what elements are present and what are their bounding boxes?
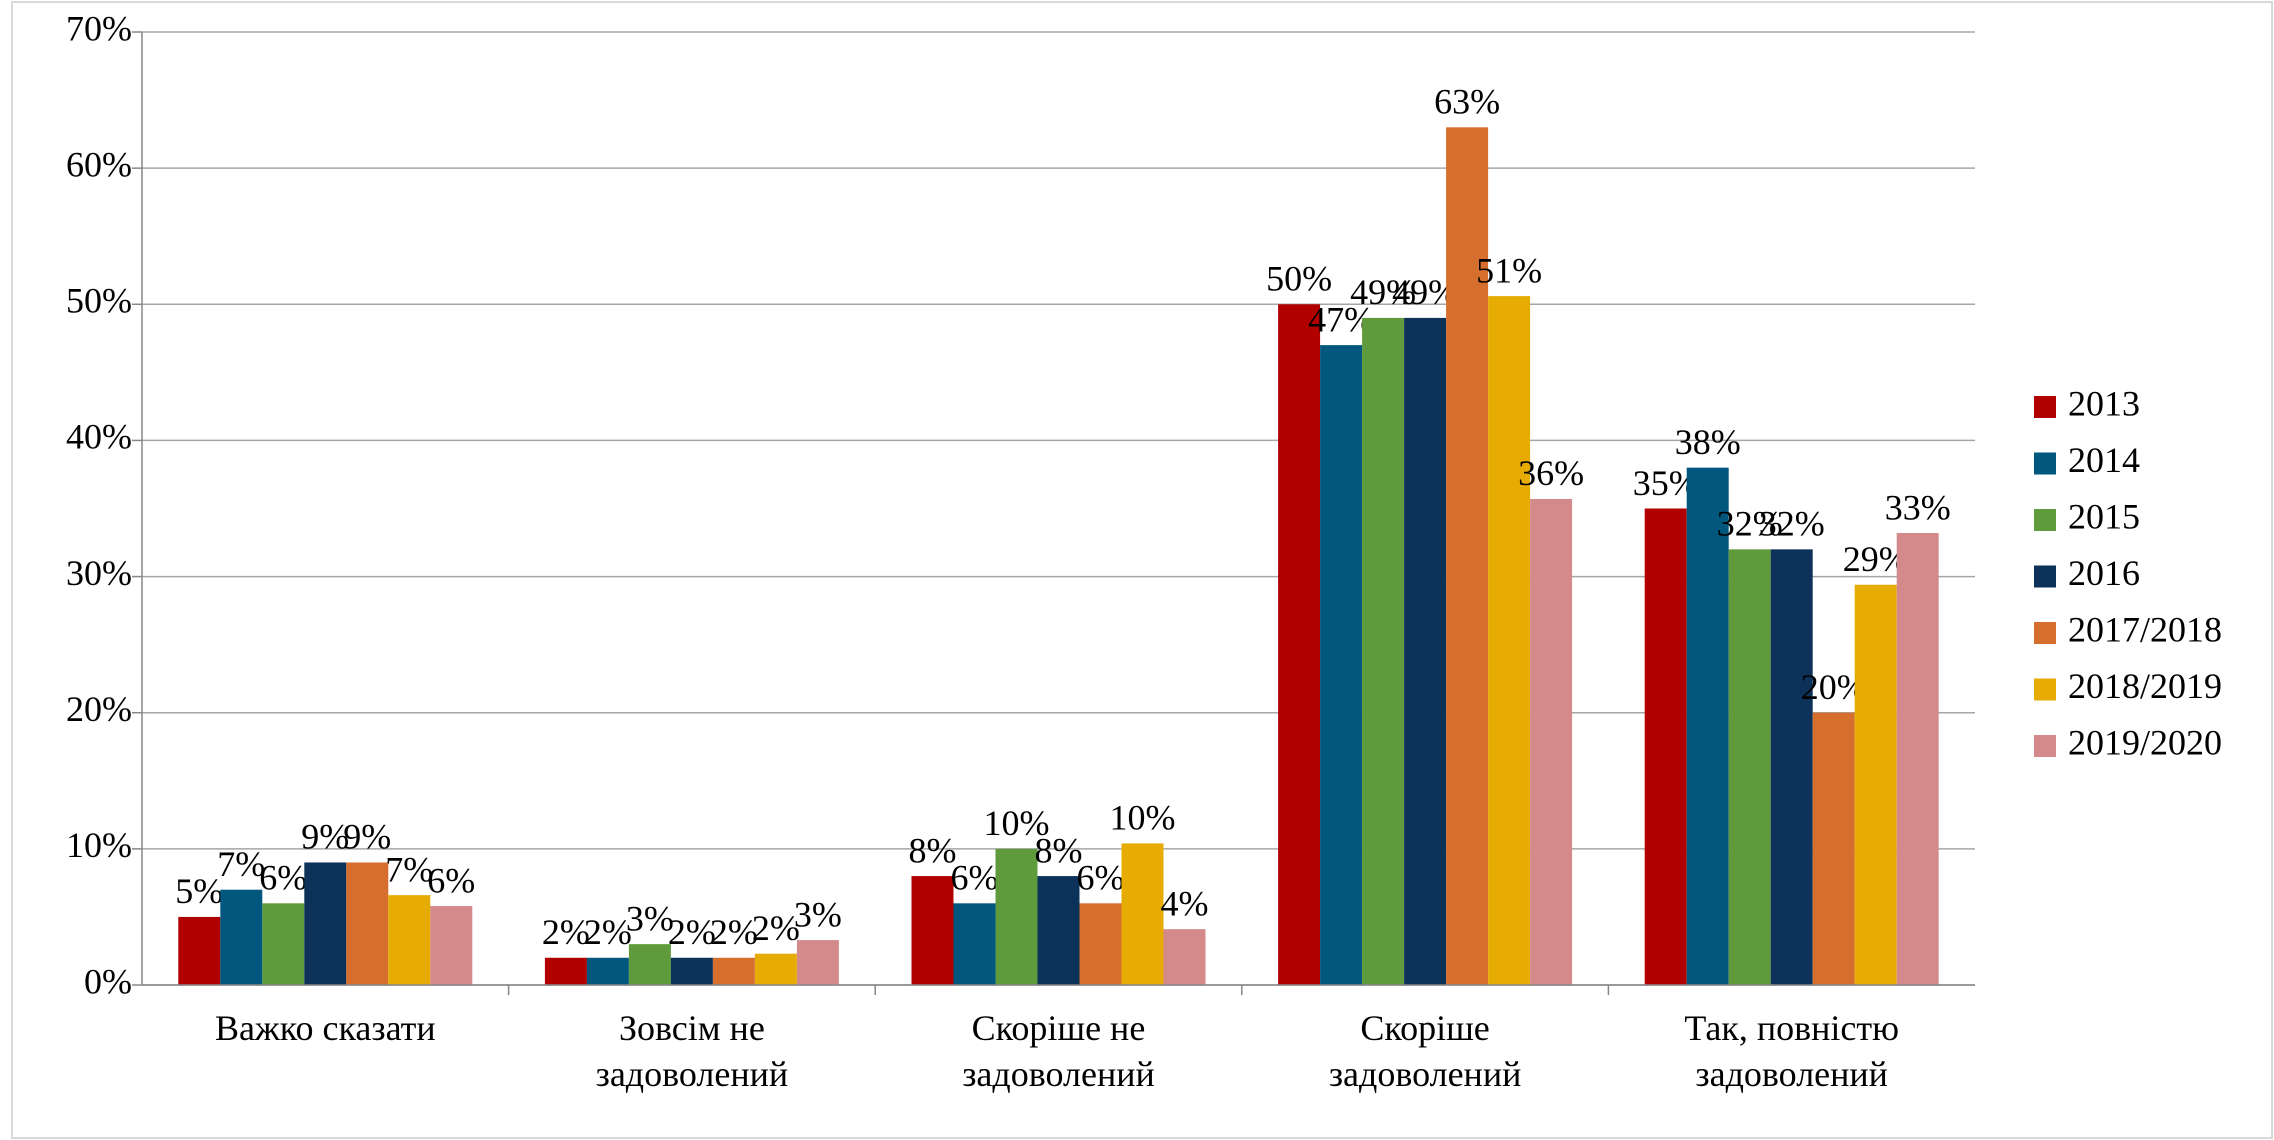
bar	[1404, 317, 1447, 985]
bar	[304, 862, 347, 985]
legend-swatch	[2034, 396, 2056, 418]
data-label: 2%	[668, 912, 716, 952]
data-label: 33%	[1885, 487, 1951, 527]
legend-swatch	[2034, 678, 2056, 701]
data-label: 6%	[259, 858, 307, 898]
bar	[712, 957, 755, 985]
data-label: 4%	[1161, 883, 1209, 923]
y-tick-label: 60%	[66, 144, 132, 184]
bar	[1812, 712, 1855, 985]
legend-swatch	[2034, 509, 2056, 531]
legend-swatch	[2034, 565, 2056, 588]
data-label: 36%	[1518, 453, 1584, 493]
y-tick-label: 70%	[66, 8, 132, 48]
bar	[220, 889, 263, 985]
data-label: 32%	[1759, 504, 1825, 544]
data-label: 51%	[1476, 250, 1542, 290]
data-label: 8%	[1035, 830, 1083, 870]
data-label: 2%	[710, 912, 758, 952]
bar	[1362, 317, 1405, 985]
data-label: 8%	[909, 830, 957, 870]
bar	[670, 957, 713, 985]
x-tick-label: Так, повністю задоволений	[1684, 1008, 1900, 1094]
data-label: 2%	[542, 912, 590, 952]
data-label: 6%	[1077, 858, 1125, 898]
bar	[995, 848, 1038, 985]
bar	[754, 953, 797, 985]
bar	[1728, 549, 1771, 985]
data-label: 49%	[1350, 272, 1416, 312]
x-tick-label: Скоріше задоволений	[1328, 1008, 1522, 1094]
y-tick-label: 40%	[66, 417, 132, 457]
y-tick-label: 0%	[84, 961, 132, 1001]
legend-swatch	[2034, 622, 2056, 644]
data-label: 9%	[301, 817, 349, 857]
y-tick-label: 20%	[66, 689, 132, 729]
bar	[628, 944, 671, 985]
bar	[1121, 843, 1164, 985]
data-label: 6%	[427, 860, 475, 900]
bar	[388, 895, 431, 985]
legend-label: 2016	[2068, 553, 2140, 593]
x-tick-label: Важко сказати	[214, 1008, 436, 1048]
bar	[544, 957, 587, 985]
x-tick-label-box: Важко сказати	[214, 1008, 436, 1048]
data-label: 50%	[1266, 259, 1332, 299]
bar	[1530, 498, 1573, 985]
x-tick-label-box: Скоріше не задоволений	[962, 1008, 1155, 1094]
data-label: 7%	[217, 844, 265, 884]
data-label: 5%	[175, 871, 223, 911]
data-label: 32%	[1717, 504, 1783, 544]
chart-border	[11, 1, 2273, 1139]
x-tick-label-box: Скоріше задоволений	[1328, 1008, 1522, 1094]
legend-swatch	[2034, 452, 2056, 475]
bar	[1896, 533, 1939, 985]
y-tick-label: 30%	[66, 553, 132, 593]
y-tick-label: 50%	[66, 281, 132, 321]
data-label: 2%	[752, 908, 800, 948]
data-label: 10%	[984, 803, 1050, 843]
bar	[430, 906, 473, 985]
bar	[911, 876, 954, 985]
legend-label: 2017/2018	[2068, 609, 2222, 649]
legend-label: 2019/2020	[2068, 722, 2222, 762]
bar	[1163, 929, 1206, 985]
data-label: 2%	[584, 912, 632, 952]
bar	[262, 903, 305, 985]
legend-label: 2015	[2068, 496, 2140, 536]
bar	[1644, 508, 1687, 985]
bar	[953, 903, 996, 985]
data-label: 9%	[343, 817, 391, 857]
data-label: 38%	[1675, 422, 1741, 462]
x-tick-label: Скоріше не задоволений	[962, 1008, 1155, 1094]
bar	[1686, 467, 1729, 986]
legend-label: 2018/2019	[2068, 666, 2222, 706]
bar	[1446, 127, 1489, 986]
bar	[1770, 549, 1813, 985]
bar	[796, 940, 839, 985]
bar	[1079, 903, 1122, 985]
legend-label: 2014	[2068, 440, 2140, 480]
bar	[346, 862, 389, 985]
y-tick-label: 10%	[66, 825, 132, 865]
x-tick-label-box: Зовсім не задоволений	[595, 1008, 789, 1094]
data-label: 63%	[1434, 82, 1500, 122]
legend-swatch	[2034, 735, 2056, 757]
data-label: 3%	[626, 898, 674, 938]
data-label: 7%	[385, 849, 433, 889]
x-tick-label: Зовсім не задоволений	[595, 1008, 789, 1094]
bar	[1320, 345, 1363, 986]
legend-label: 2013	[2068, 383, 2140, 423]
bar	[178, 916, 221, 985]
bar	[1488, 296, 1531, 985]
x-tick-label-box: Так, повністю задоволений	[1684, 1008, 1900, 1094]
bar	[1854, 584, 1897, 985]
data-label: 10%	[1110, 798, 1176, 838]
data-label: 6%	[951, 858, 999, 898]
data-label: 3%	[794, 894, 842, 934]
bar	[586, 957, 629, 985]
bar	[1037, 876, 1080, 985]
bar	[1278, 304, 1321, 985]
